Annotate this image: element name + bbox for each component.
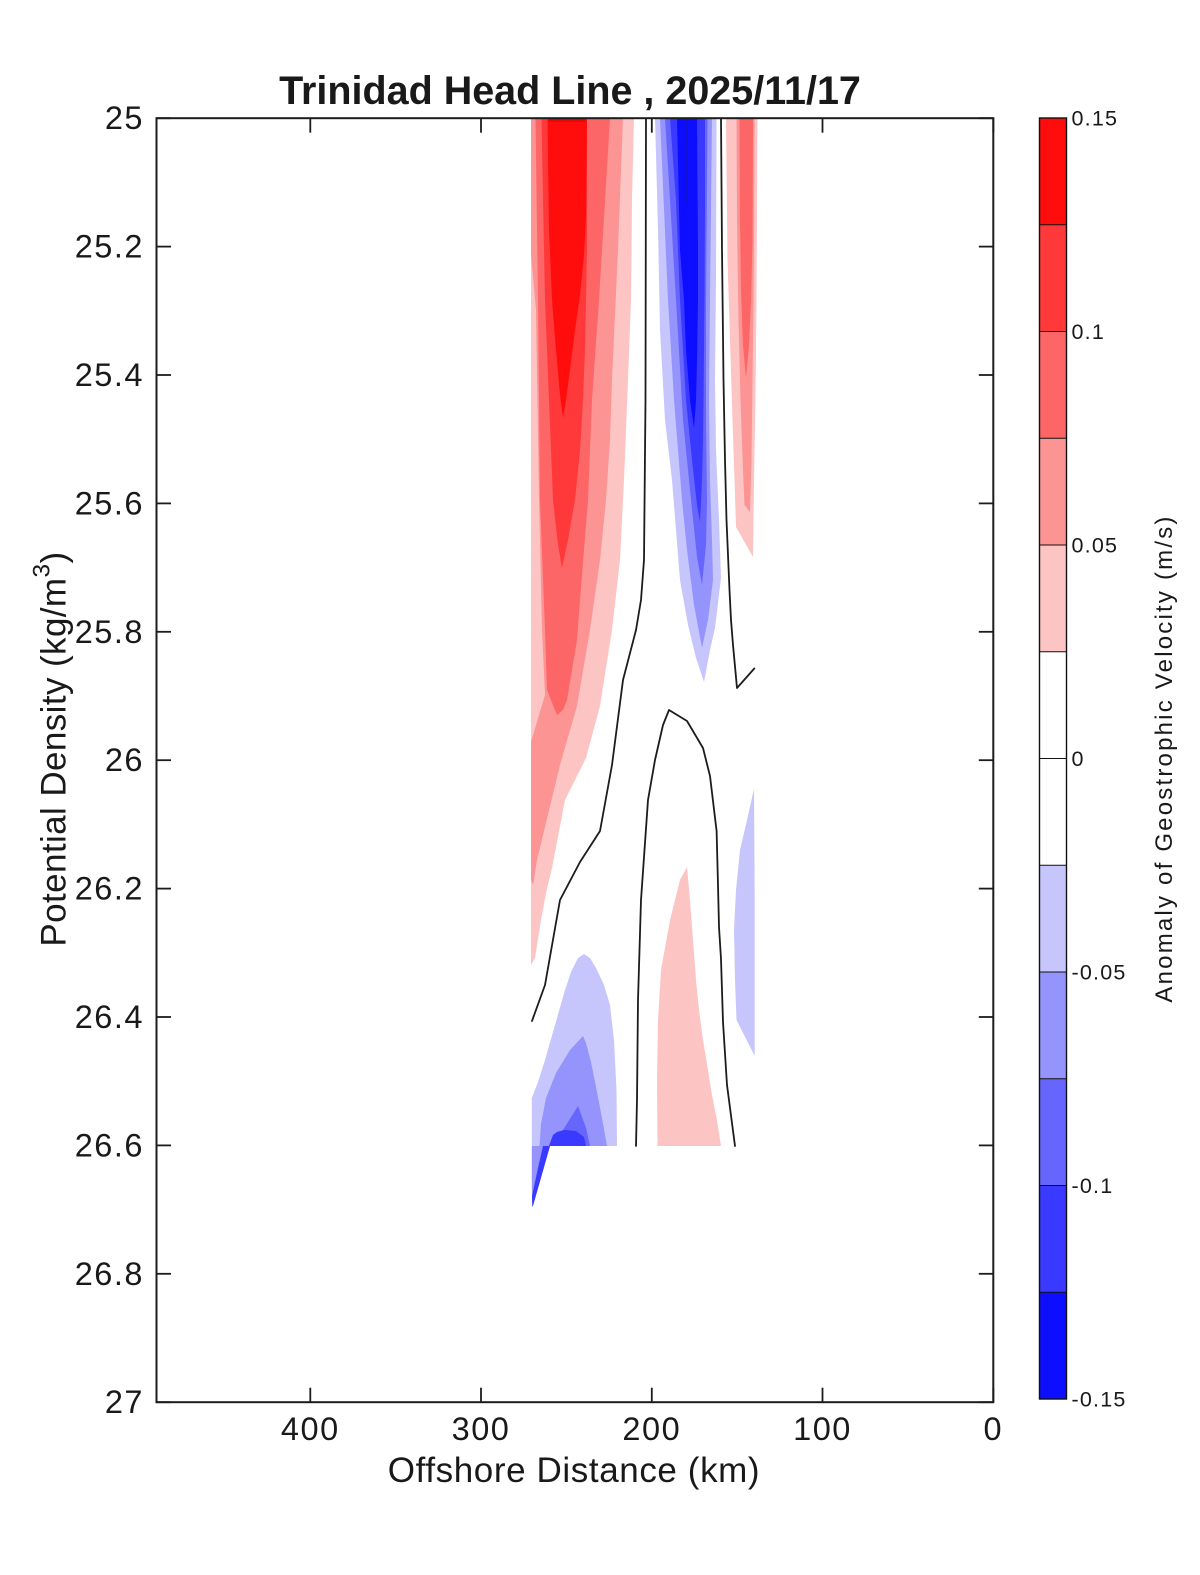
svg-text:26.8: 26.8: [75, 1256, 144, 1292]
svg-text:0: 0: [1072, 747, 1085, 771]
svg-text:Offshore Distance (km): Offshore Distance (km): [388, 1451, 760, 1490]
svg-text:-0.15: -0.15: [1072, 1388, 1127, 1412]
svg-text:-0.1: -0.1: [1072, 1174, 1114, 1198]
svg-text:0.05: 0.05: [1072, 534, 1119, 558]
svg-text:100: 100: [793, 1411, 852, 1447]
svg-text:Trinidad Head Line , 2025/11/1: Trinidad Head Line , 2025/11/17: [279, 69, 861, 113]
svg-text:25.2: 25.2: [75, 229, 144, 265]
svg-text:300: 300: [452, 1411, 511, 1447]
svg-text:25.6: 25.6: [75, 485, 144, 521]
svg-text:Anomaly of Geostrophic Velocit: Anomaly of Geostrophic Velocity (m/s): [1151, 514, 1178, 1002]
svg-text:200: 200: [622, 1411, 681, 1447]
svg-text:26.2: 26.2: [75, 871, 144, 907]
svg-text:26.6: 26.6: [75, 1127, 144, 1163]
svg-text:26: 26: [105, 742, 144, 778]
svg-text:25: 25: [105, 100, 144, 136]
svg-text:27: 27: [105, 1384, 144, 1420]
svg-text:0: 0: [984, 1411, 1004, 1447]
svg-text:0.15: 0.15: [1072, 107, 1119, 131]
svg-text:400: 400: [281, 1411, 340, 1447]
svg-text:-0.05: -0.05: [1072, 961, 1127, 985]
svg-text:25.8: 25.8: [75, 614, 144, 650]
svg-text:26.4: 26.4: [75, 999, 144, 1035]
svg-text:25.4: 25.4: [75, 357, 144, 393]
svg-text:Potential Density (kg/m3): Potential Density (kg/m3): [29, 551, 74, 946]
svg-text:0.1: 0.1: [1072, 320, 1106, 344]
